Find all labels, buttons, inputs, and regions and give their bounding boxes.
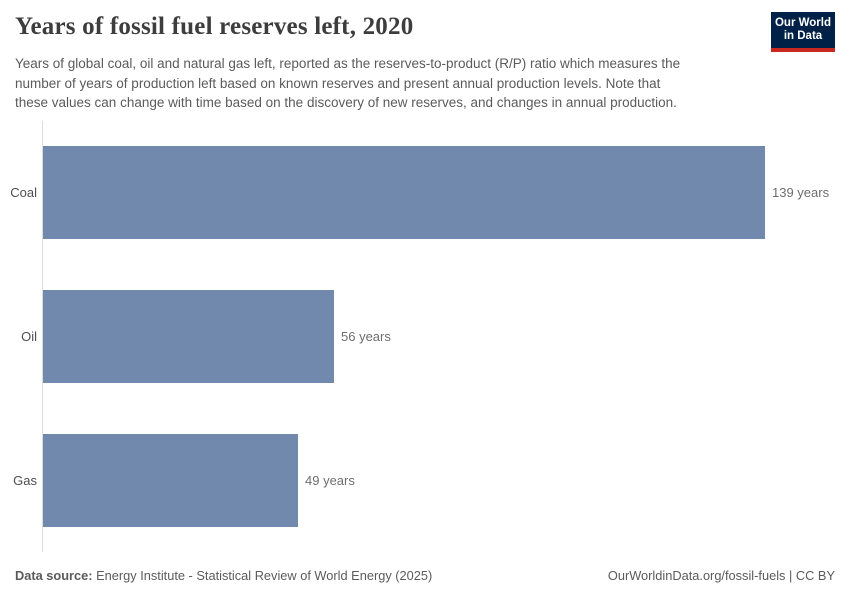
owid-logo-text-line2: in Data [783, 30, 823, 42]
chart-title: Years of fossil fuel reserves left, 2020 [15, 13, 414, 40]
bar-chart: Coal 139 years Oil 56 years Gas 49 years [0, 121, 850, 552]
category-label-oil: Oil [21, 329, 37, 344]
value-label-coal: 139 years [772, 185, 830, 200]
owid-logo[interactable]: Our World in Data [771, 12, 835, 52]
chart-subtitle: Years of global coal, oil and natural ga… [15, 54, 680, 113]
y-axis-line [42, 121, 43, 552]
category-label-gas: Gas [13, 473, 37, 488]
bar-row: Coal 139 years [0, 146, 850, 239]
bar-gas[interactable] [43, 434, 298, 527]
chart-footer: Data source: Energy Institute - Statisti… [15, 568, 835, 583]
subtitle-line: these values can change with time based … [15, 95, 677, 110]
footer-attribution: OurWorldinData.org/fossil-fuels | CC BY [608, 568, 835, 583]
bar-row: Gas 49 years [0, 434, 850, 527]
footer-separator: | [785, 568, 796, 583]
subtitle-line: Years of global coal, oil and natural ga… [15, 56, 681, 71]
bar-row: Oil 56 years [0, 290, 850, 383]
bar-oil[interactable] [43, 290, 334, 383]
owid-url-link[interactable]: OurWorldinData.org/fossil-fuels [607, 568, 786, 583]
bar-coal[interactable] [43, 146, 765, 239]
data-source-label: Data source: [15, 568, 93, 583]
data-source-note: Data source: Energy Institute - Statisti… [15, 568, 432, 583]
value-label-oil: 56 years [341, 329, 391, 344]
owid-logo-text-line1: Our World [774, 16, 831, 29]
data-source-text: Energy Institute - Statistical Review of… [92, 568, 433, 583]
subtitle-line: number of years of production left based… [15, 75, 661, 91]
license-badge: CC BY [795, 568, 835, 583]
category-label-coal: Coal [10, 185, 37, 200]
value-label-gas: 49 years [305, 473, 355, 488]
